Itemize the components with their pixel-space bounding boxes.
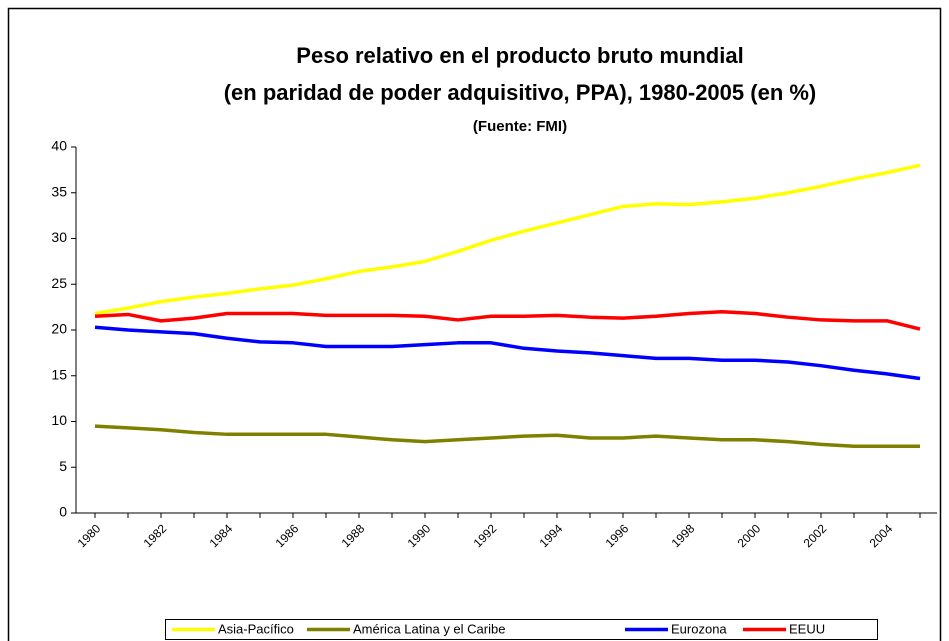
series-line [94, 325, 921, 381]
legend-label: Asia-Pacífico [218, 621, 294, 636]
y-tick-label: 30 [51, 229, 67, 245]
legend-label: Eurozona [671, 621, 727, 636]
y-tick-label: 20 [51, 321, 67, 337]
y-tick-label: 10 [51, 412, 67, 428]
y-tick-label: 0 [59, 504, 67, 520]
y-tick-label: 25 [51, 275, 67, 291]
series-line [94, 424, 920, 448]
y-tick-label: 5 [59, 458, 67, 474]
y-tick-label: 35 [51, 183, 67, 199]
chart-source: (Fuente: FMI) [473, 118, 567, 135]
series-line [94, 163, 921, 316]
legend-label: EEUU [789, 621, 825, 636]
legend-label: América Latina y el Caribe [353, 621, 505, 636]
chart-title: Peso relativo en el producto bruto mundi… [296, 43, 743, 68]
chart-subtitle: (en paridad de poder adquisitivo, PPA), … [224, 80, 817, 105]
y-tick-label: 15 [51, 366, 67, 382]
chart-border [7, 7, 942, 641]
y-tick-label: 40 [51, 138, 67, 154]
legend-box [165, 619, 878, 640]
series-line [94, 309, 921, 331]
